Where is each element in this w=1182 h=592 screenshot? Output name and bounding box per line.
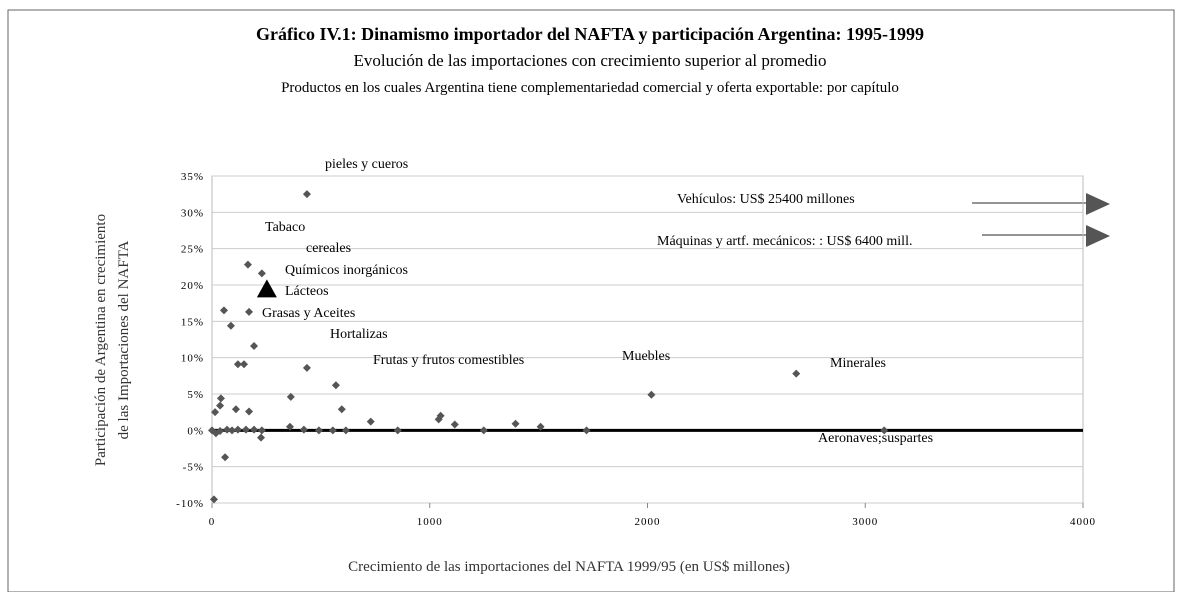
point (511, 419, 520, 428)
y-tick-label: 20% (181, 280, 204, 292)
point (223, 425, 232, 434)
arrow-head (1086, 193, 1110, 215)
point (209, 495, 218, 504)
y-tick-label: -5% (183, 462, 204, 474)
point (366, 417, 375, 426)
annotation: Aeronaves;suspartes (818, 431, 933, 446)
annotation: cereales (306, 241, 351, 256)
point (434, 415, 443, 424)
point (221, 453, 230, 462)
chart-subtitle: Evolución de las importaciones con creci… (353, 51, 826, 70)
point (582, 426, 591, 435)
point (216, 427, 225, 436)
frame (7, 9, 1175, 592)
y-tick-label: 15% (181, 316, 204, 328)
point (393, 426, 402, 435)
point (314, 426, 323, 435)
x-axis-label: Crecimiento de las importaciones del NAF… (348, 559, 790, 575)
y-tick-label: 5% (187, 389, 204, 401)
point (256, 433, 265, 442)
point (241, 425, 250, 434)
annotation: Grasas y Aceites (262, 306, 355, 321)
annotation: Máquinas y artf. mecánicos: : US$ 6400 m… (657, 234, 912, 249)
x-tick-label: 3000 (852, 516, 878, 528)
y-tick-label: 35% (181, 171, 204, 183)
point (286, 392, 295, 401)
point (216, 394, 225, 403)
point (233, 360, 242, 369)
point (479, 426, 488, 435)
annotation: Hortalizas (330, 327, 388, 342)
y-axis-label: Participación de Argentina en crecimient… (93, 214, 109, 466)
y-tick-label: 0% (187, 425, 204, 437)
y-tick-label: 10% (181, 353, 204, 365)
annotation: Tabaco (265, 220, 305, 235)
point (792, 369, 801, 378)
point (250, 342, 259, 351)
point (256, 279, 277, 298)
point (299, 425, 308, 434)
point (880, 426, 889, 435)
annotation: Muebles (622, 349, 670, 364)
point (245, 307, 254, 316)
point (226, 321, 235, 330)
point (245, 407, 254, 416)
chart-title: Gráfico IV.1: Dinamismo importador del N… (256, 24, 924, 44)
point (219, 306, 228, 315)
point (536, 422, 545, 431)
point (285, 422, 294, 431)
point (328, 426, 337, 435)
annotation: Frutas y frutos comestibles (373, 353, 524, 368)
point (231, 405, 240, 414)
y-tick-label: 30% (181, 207, 204, 219)
y-tick-label: 25% (181, 244, 204, 256)
chart-subtitle: Productos en los cuales Argentina tiene … (281, 80, 899, 96)
point (331, 381, 340, 390)
x-tick-label: 4000 (1070, 516, 1096, 528)
y-axis-label: de las Importaciones del NAFTA (116, 240, 132, 439)
point (302, 363, 311, 372)
point (228, 426, 237, 435)
point (240, 360, 249, 369)
x-tick-label: 0 (209, 516, 216, 528)
point (250, 425, 259, 434)
point (216, 401, 225, 410)
x-tick-label: 1000 (417, 516, 443, 528)
annotation: pieles y cueros (325, 157, 408, 172)
y-tick-label: -10% (176, 498, 204, 510)
point (341, 426, 350, 435)
point (337, 405, 346, 414)
arrow-head (1086, 225, 1110, 247)
x-tick-label: 2000 (635, 516, 661, 528)
point (257, 269, 266, 278)
point (302, 190, 311, 199)
point (647, 390, 656, 399)
annotation: Químicos inorgánicos (285, 263, 408, 278)
point (233, 425, 242, 434)
point (257, 426, 266, 435)
annotation: Vehículos: US$ 25400 millones (677, 192, 855, 207)
point (450, 420, 459, 429)
annotation: Lácteos (285, 284, 329, 299)
point (211, 408, 220, 417)
point (243, 260, 252, 269)
annotation: Minerales (830, 356, 886, 371)
